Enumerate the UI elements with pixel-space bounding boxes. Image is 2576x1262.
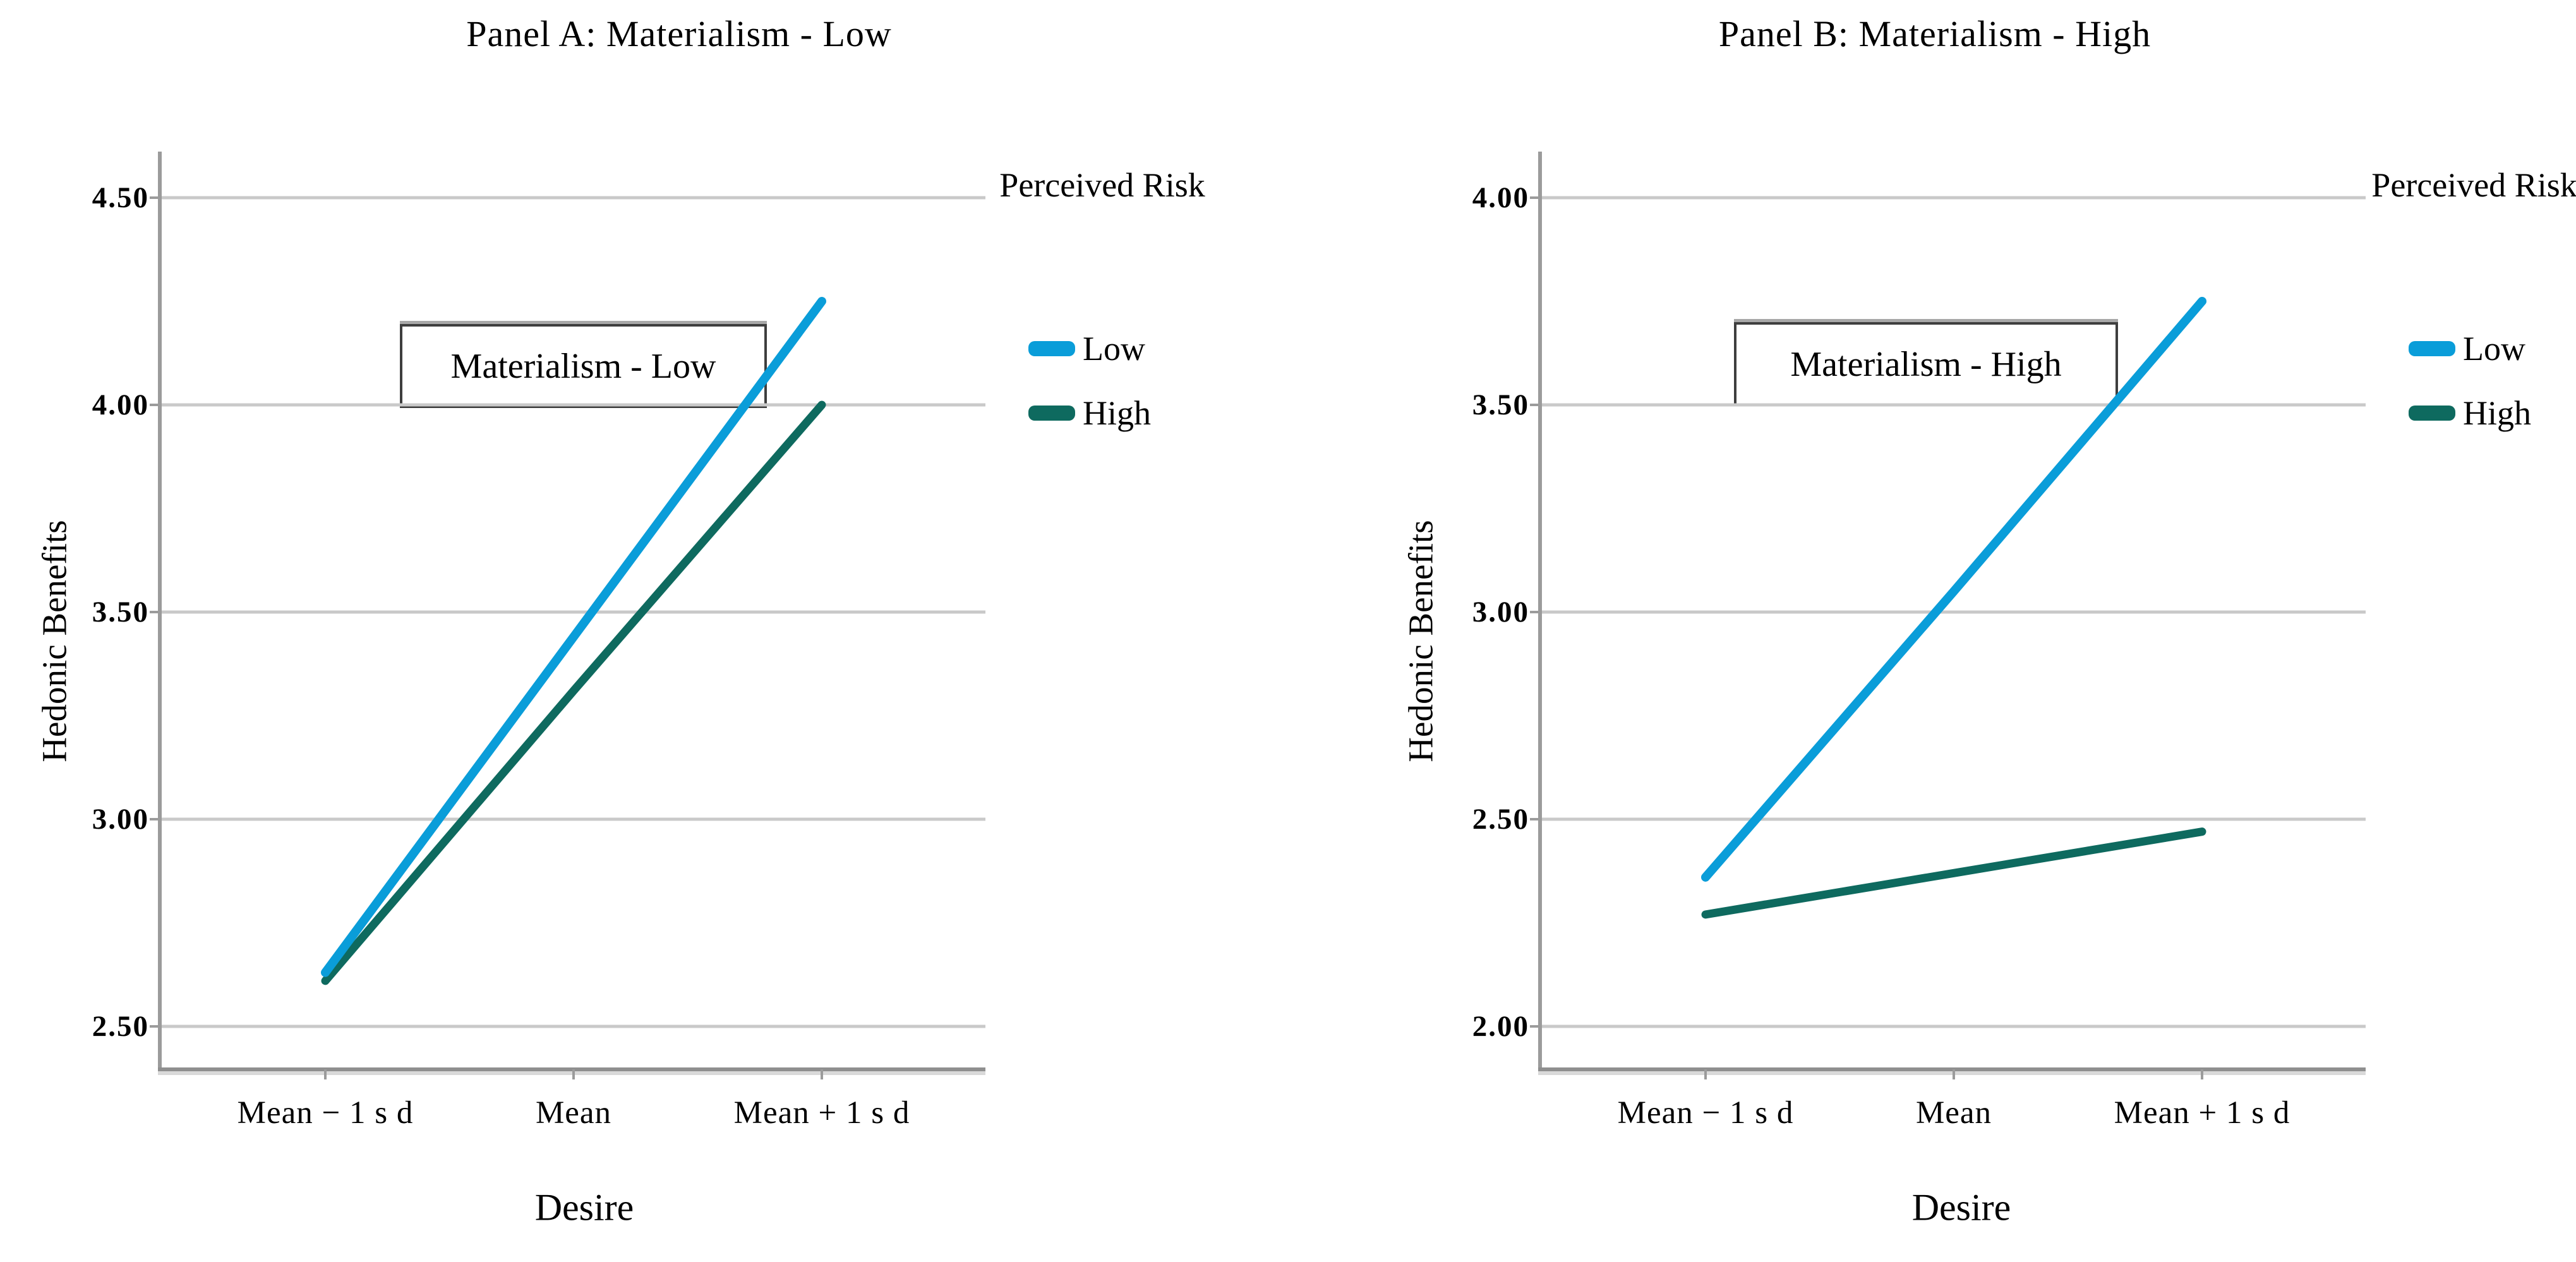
panel-b-legend-title: Perceived Risk [2371, 166, 2576, 204]
panel-a-legend-title: Perceived Risk [999, 166, 1205, 204]
panel-a-legend-label-low: Low [1083, 330, 1145, 368]
panel-b-ytick-5: 2.00 [1472, 1010, 1529, 1043]
low-line-swatch [1028, 341, 1075, 356]
panel-b-legend-label-high: High [2463, 394, 2531, 432]
panel-b-ytick-1: 4.00 [1472, 181, 1529, 214]
panel-a-legend-entry-high: High [1028, 394, 1151, 432]
panel-a-legend-label-high: High [1083, 394, 1151, 432]
panel-a-annotation-text: Materialism - Low [450, 346, 716, 386]
panel-a-xtick-2: Mean [535, 1095, 612, 1131]
panel-a-ytick-3: 3.50 [92, 596, 149, 628]
panel-b-xtick-1: Mean − 1 s d [1617, 1095, 1794, 1131]
panel-b-xtick-3: Mean + 1 s d [2114, 1095, 2290, 1131]
low-line-swatch [2409, 341, 2455, 356]
panel-a-y-axis-title: Hedonic Benefits [35, 520, 74, 762]
panel-b-ytick-2: 3.50 [1472, 388, 1529, 421]
panel-a-ytick-2: 4.00 [92, 388, 149, 421]
panel-a-title: Panel A: Materialism - Low [466, 13, 892, 54]
panel-b-legend-label-low: Low [2463, 330, 2525, 368]
panel-b-y-axis-title: Hedonic Benefits [1401, 520, 1440, 762]
panel-a-ytick-1: 4.50 [92, 181, 149, 214]
panel-b-x-axis-title: Desire [1911, 1186, 2011, 1229]
panel-b-annotation-box: Materialism - High [1734, 322, 2118, 406]
panel-a-xtick-3: Mean + 1 s d [733, 1095, 910, 1131]
panel-b-ytick-4: 2.50 [1472, 803, 1529, 836]
panel-b-xtick-2: Mean [1915, 1095, 1992, 1131]
high-line-swatch [1028, 406, 1075, 421]
panel-b-ytick-3: 3.00 [1472, 596, 1529, 628]
panel-b-title: Panel B: Materialism - High [1718, 13, 2152, 54]
panel-a-line-high [321, 400, 826, 985]
panel-a-xtick-1: Mean − 1 s d [237, 1095, 414, 1131]
panel-b-line-high [1701, 827, 2206, 919]
panel-a-ytick-4: 3.00 [92, 803, 149, 836]
panel-a-ytick-5: 2.50 [92, 1010, 149, 1043]
high-line-swatch [2409, 406, 2455, 421]
panel-b-annotation-text: Materialism - High [1790, 344, 2062, 384]
panel-b-legend-entry-low: Low [2409, 330, 2525, 368]
panel-b-legend-entry-high: High [2409, 394, 2531, 432]
panel-a-annotation-box: Materialism - Low [400, 324, 767, 408]
panel-a-legend-entry-low: Low [1028, 330, 1145, 368]
panel-a-x-axis-title: Desire [534, 1186, 634, 1229]
